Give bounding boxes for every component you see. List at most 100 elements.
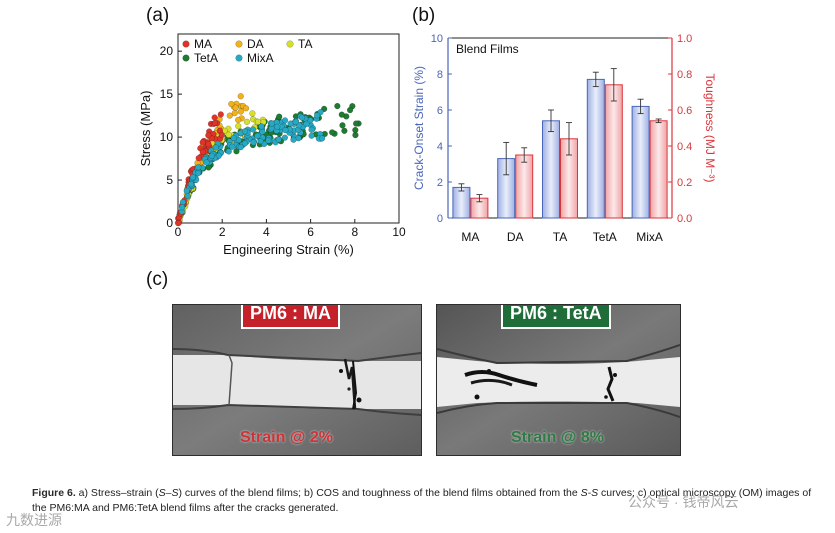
bar-toughness-da	[515, 154, 534, 219]
data-point-teta	[341, 127, 348, 134]
right-tick-label-b: 1.0	[677, 33, 692, 45]
data-point-mixa	[281, 117, 289, 124]
figure-caption: Figure 6. a) Stress–strain (S–S) curves …	[32, 486, 828, 516]
data-point-da	[237, 108, 244, 115]
plot-frame-a	[177, 33, 400, 224]
panel-label-b: (b)	[412, 5, 436, 26]
panel-label-a: (a)	[146, 5, 170, 26]
right-tick-label-b: 0.8	[677, 69, 692, 81]
y-axis-label-a: Stress (MPa)	[138, 91, 153, 167]
data-point-da	[232, 104, 239, 111]
data-point-ta	[249, 110, 256, 117]
category-label-b: MixA	[636, 230, 663, 244]
om-micrograph-teta	[437, 305, 680, 455]
data-point-ma	[218, 131, 225, 139]
legend-label-mixa: MixA	[247, 51, 274, 65]
legend-marker-da	[235, 40, 243, 48]
caption-ss-1: S–S	[158, 487, 179, 499]
category-label-b: TetA	[593, 230, 617, 244]
x-tick-label-a: 8	[351, 225, 358, 239]
data-point-mixa	[237, 144, 244, 151]
legend-label-ta: TA	[298, 37, 312, 51]
legend-marker-ta	[286, 40, 294, 48]
data-point-ma	[205, 132, 212, 139]
data-point-mixa	[268, 120, 276, 127]
om-title-ma: PM6 : MA	[241, 305, 340, 329]
y-tick-label-a: 20	[160, 44, 174, 58]
y-tick-label-a: 0	[166, 216, 173, 230]
chart-title-b: Blend Films	[456, 42, 519, 56]
left-tick-label-b: 6	[437, 105, 443, 117]
data-point-ta	[225, 131, 232, 138]
left-tick-label-b: 4	[437, 141, 443, 153]
data-point-mixa	[281, 134, 289, 141]
data-point-teta	[339, 122, 346, 129]
right-tick-label-b: 0.6	[677, 105, 692, 117]
data-point-mixa	[257, 137, 264, 145]
category-label-b: TA	[553, 230, 567, 244]
data-point-da	[242, 105, 250, 112]
bar-crack-onset-ma	[452, 186, 471, 219]
watermark-left: 九数进源	[6, 512, 62, 528]
data-point-teta	[352, 126, 359, 134]
data-point-mixa	[208, 152, 215, 159]
bar-crack-onset-mixa	[631, 105, 650, 219]
x-tick-label-a: 0	[175, 225, 182, 239]
y-tick-label-a: 5	[166, 173, 173, 187]
bar-toughness-mixa	[649, 120, 668, 219]
right-axis-label-b: Toughness (MJ M⁻³)	[703, 73, 717, 182]
data-point-mixa	[282, 126, 289, 134]
data-point-mixa	[254, 132, 261, 140]
data-point-mixa	[290, 136, 297, 143]
x-axis-label-a: Engineering Strain (%)	[223, 242, 354, 257]
legend-label-teta: TetA	[194, 51, 218, 65]
right-tick-label-b: 0.4	[677, 141, 692, 153]
data-point-teta	[352, 120, 360, 127]
x-tick-label-a: 2	[219, 225, 226, 239]
bar-crack-onset-ta	[542, 120, 560, 219]
data-point-mixa	[265, 137, 272, 144]
data-point-mixa	[229, 143, 236, 150]
bar-crack-onset-teta	[586, 78, 605, 219]
left-tick-label-b: 8	[437, 69, 443, 81]
right-tick-label-b: 0.0	[677, 213, 692, 225]
data-point-mixa	[249, 126, 257, 133]
data-point-mixa	[292, 118, 299, 126]
data-point-ma	[175, 219, 182, 227]
data-point-ma	[199, 139, 206, 146]
data-point-mixa	[274, 123, 281, 130]
data-point-mixa	[212, 144, 219, 151]
data-point-mixa	[250, 139, 257, 146]
caption-text-3: curves; c) optical microscopy (OM) image…	[32, 487, 812, 514]
data-point-mixa	[195, 164, 202, 171]
data-point-da	[226, 112, 233, 119]
data-point-teta	[328, 129, 336, 136]
data-point-mixa	[241, 140, 249, 147]
data-point-mixa	[189, 173, 197, 181]
om-micrograph-ma	[173, 305, 421, 455]
data-point-mixa	[178, 204, 186, 211]
om-strain-ma: Strain @ 2%	[240, 429, 333, 446]
data-point-ma	[195, 154, 202, 162]
data-point-teta	[338, 111, 345, 118]
left-axis-label-b: Crack-Onset Strain (%)	[412, 66, 426, 190]
y-tick-label-a: 10	[160, 130, 174, 144]
om-image-teta: PM6 : TetA Strain @ 8%	[436, 304, 681, 456]
left-tick-label-b: 10	[431, 33, 443, 45]
data-point-mixa	[187, 180, 195, 188]
data-point-mixa	[303, 120, 310, 127]
data-point-da	[228, 100, 235, 108]
data-point-mixa	[235, 136, 242, 144]
bar-toughness-teta	[604, 84, 623, 219]
panel-label-c: (c)	[146, 269, 169, 290]
data-point-mixa	[308, 126, 315, 133]
data-point-ma	[205, 141, 212, 148]
om-strain-teta: Strain @ 8%	[511, 429, 604, 446]
watermark-right: 公众号 · 钱帝风云	[628, 494, 739, 510]
data-point-mixa	[318, 135, 326, 142]
caption-text-1: a) Stress–strain (	[75, 487, 159, 499]
data-point-mixa	[194, 170, 202, 177]
